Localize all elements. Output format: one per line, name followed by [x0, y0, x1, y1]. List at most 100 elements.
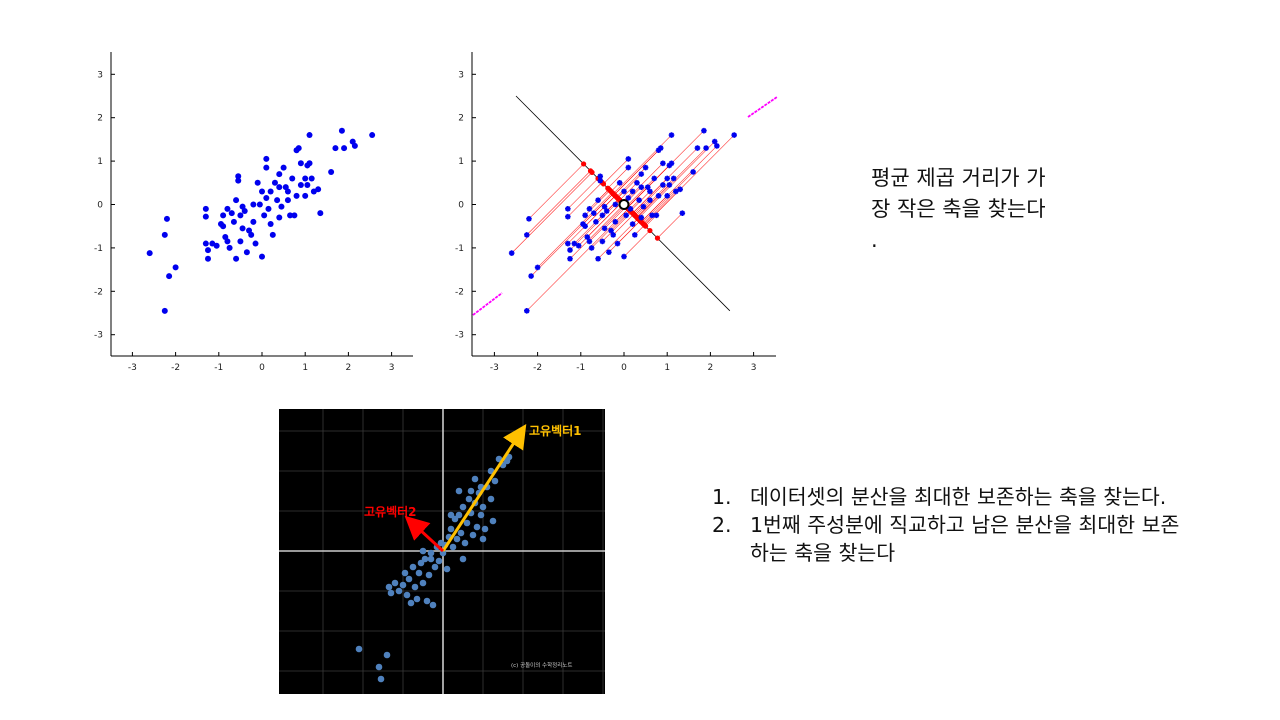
list-item-text: 데이터셋의 분산을 최대한 보존하는 축을 찾는다.: [750, 485, 1167, 509]
projection-line: [537, 192, 613, 268]
projection-line: [578, 202, 623, 246]
data-point: [252, 240, 259, 247]
data-point: [632, 232, 638, 238]
data-point: [469, 531, 477, 539]
data-point: [282, 184, 289, 191]
projection-line: [632, 147, 698, 214]
data-point: [369, 132, 376, 139]
data-point: [505, 453, 513, 461]
projected-point: [633, 213, 639, 220]
data-point: [647, 188, 653, 195]
projected-point: [624, 205, 630, 211]
x-tick-label: 3: [751, 363, 757, 373]
projected-point: [631, 211, 637, 217]
projection-line: [633, 184, 664, 215]
y-tick-label: 3: [97, 70, 103, 80]
data-point: [341, 145, 348, 152]
data-point: [610, 232, 616, 238]
data-point: [230, 218, 237, 225]
projected-point: [617, 197, 623, 203]
projection-line: [597, 218, 639, 259]
data-point: [220, 223, 227, 230]
projection-line: [623, 230, 651, 257]
projected-point: [587, 168, 594, 174]
projected-point: [599, 179, 605, 185]
projection-line: [610, 182, 620, 192]
projection-line: [607, 167, 629, 189]
data-point: [306, 160, 313, 167]
data-point: [638, 184, 645, 190]
data-point: [209, 240, 216, 247]
projected-point: [610, 191, 616, 197]
data-point: [455, 487, 463, 495]
projection-axis-line: [515, 95, 731, 312]
data-point: [565, 240, 571, 247]
data-point: [237, 212, 244, 219]
data-point: [401, 569, 409, 577]
data-point: [355, 645, 363, 653]
data-point: [284, 188, 291, 195]
projected-point: [631, 211, 637, 217]
data-point: [625, 195, 632, 201]
data-point: [248, 231, 255, 238]
projected-point: [654, 235, 661, 241]
projected-point: [619, 199, 625, 205]
data-point: [524, 308, 530, 314]
data-point: [467, 487, 475, 495]
projection-line: [643, 191, 677, 225]
data-point: [612, 201, 619, 208]
projected-point: [626, 207, 633, 213]
projected-point: [626, 207, 633, 213]
projected-point: [623, 204, 629, 210]
projection-line: [644, 189, 681, 226]
data-point: [250, 218, 257, 225]
data-point: [233, 197, 240, 204]
projection-line: [616, 167, 646, 198]
projected-point: [606, 186, 612, 192]
data-point: [582, 223, 588, 229]
projection-line: [645, 215, 657, 227]
data-point: [304, 162, 311, 169]
steps-list: 1. 데이터셋의 분산을 최대한 보존하는 축을 찾는다. 2. 1번째 주성분…: [712, 483, 1192, 567]
projected-point: [636, 217, 642, 223]
data-point: [254, 179, 261, 186]
data-point: [623, 212, 629, 219]
x-tick-label: 2: [708, 363, 714, 373]
data-point: [293, 147, 300, 154]
data-point: [237, 238, 244, 245]
projected-point: [625, 206, 631, 212]
data-point: [664, 175, 670, 182]
data-point: [629, 188, 636, 195]
data-point: [405, 575, 413, 583]
data-point: [395, 587, 403, 595]
data-point: [263, 155, 270, 162]
projection-line: [569, 204, 625, 259]
data-point: [163, 215, 170, 222]
projected-point: [627, 208, 634, 214]
projection-line: [634, 224, 645, 236]
data-point: [274, 197, 281, 204]
y-tick-label: 2: [458, 114, 464, 124]
x-tick-label: 1: [664, 363, 670, 373]
data-point: [385, 583, 393, 591]
projection-line: [614, 147, 661, 195]
projection-line: [634, 199, 651, 216]
plot-background: [279, 409, 605, 694]
data-point: [565, 206, 571, 212]
data-point: [703, 145, 709, 151]
data-point: [447, 511, 455, 519]
data-point: [457, 529, 465, 537]
data-point: [202, 213, 209, 220]
projection-line: [643, 215, 653, 225]
data-point: [315, 186, 322, 193]
data-point: [235, 173, 242, 180]
data-point: [477, 483, 485, 491]
projected-point: [614, 195, 621, 201]
projected-point: [617, 197, 623, 203]
projection-line: [657, 212, 683, 239]
data-point: [481, 525, 489, 533]
data-point: [220, 212, 227, 219]
data-point: [612, 219, 619, 225]
side-projection-lower: [472, 292, 503, 316]
